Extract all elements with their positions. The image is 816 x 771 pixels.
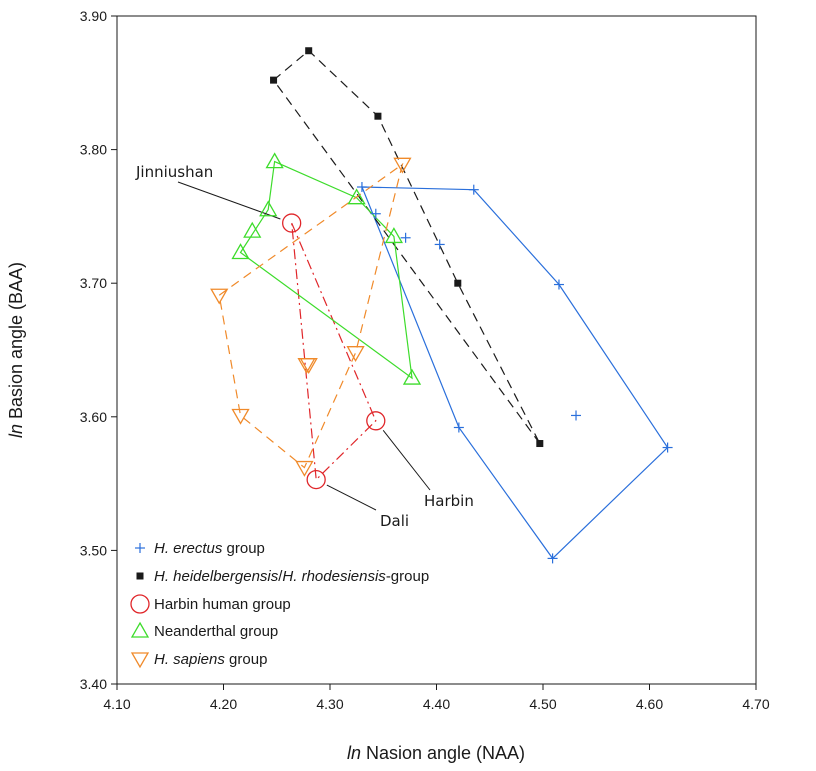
y-tick-label: 3.50	[80, 542, 107, 558]
annotation-dali: Dali	[380, 512, 409, 530]
point-sapiens	[393, 157, 412, 174]
point-heidelbergensis	[536, 440, 544, 448]
point-sapiens	[231, 408, 250, 425]
point-erectus	[662, 442, 673, 453]
point-sapiens	[210, 288, 229, 305]
point-heidelbergensis	[305, 47, 313, 55]
leader-dali	[326, 484, 377, 511]
y-tick-label: 3.70	[80, 275, 107, 291]
x-tick-label: 4.50	[529, 696, 556, 712]
hull-sapiens	[218, 162, 404, 469]
legend-marker-erectus	[135, 543, 145, 553]
point-heidelbergensis	[374, 112, 382, 120]
y-tick-label: 3.40	[80, 676, 107, 692]
annotation-jinniushan: Jinniushan	[135, 163, 213, 181]
axis-ticks: 4.10 4.20 4.30 4.40 4.50 4.60 4.70 3.40 3.50 3.60…	[80, 8, 770, 712]
point-sapiens	[346, 346, 365, 362]
point-erectus	[571, 410, 582, 421]
point-neanderthal	[243, 221, 262, 238]
point-neanderthal	[402, 368, 422, 385]
group-hulls	[218, 49, 669, 560]
point-heidelbergensis	[270, 76, 278, 84]
legend-label-sapiens: H. sapiens group	[154, 651, 267, 668]
x-tick-label: 4.70	[742, 696, 769, 712]
y-axis-label: ln Basion angle (BAA)	[6, 262, 26, 438]
y-tick-label: 3.90	[80, 8, 107, 24]
legend-label-harbin: Harbin human group	[154, 596, 291, 613]
legend-marker-harbin	[130, 594, 150, 614]
x-tick-label: 4.20	[210, 696, 237, 712]
hull-erectus	[361, 186, 669, 560]
y-tick-label: 3.80	[80, 142, 107, 158]
hull-neanderthal	[239, 160, 413, 380]
point-neanderthal	[231, 243, 250, 260]
point-harbin	[282, 213, 302, 233]
point-neanderthal	[347, 188, 366, 205]
point-erectus	[453, 422, 464, 433]
leader-jinniushan	[177, 181, 281, 220]
point-neanderthal	[265, 152, 284, 169]
y-tick-label: 3.60	[80, 409, 107, 425]
annotation-harbin: Harbin	[424, 492, 474, 510]
point-heidelbergensis	[454, 279, 462, 287]
x-tick-label: 4.10	[103, 696, 130, 712]
point-erectus	[547, 553, 558, 564]
legend-marker-sapiens	[130, 652, 150, 669]
point-harbin	[306, 469, 326, 490]
point-erectus	[400, 232, 411, 243]
legend-label-neanderthal: Neanderthal group	[154, 623, 278, 640]
point-neanderthal	[384, 227, 404, 244]
point-erectus	[468, 184, 479, 195]
hull-heidelbergensis-closing	[273, 79, 541, 444]
hull-harbin	[291, 222, 377, 481]
point-erectus	[434, 239, 445, 250]
legend-label-erectus: H. erectus group	[154, 540, 265, 557]
point-erectus	[553, 279, 564, 290]
point-erectus	[370, 208, 381, 219]
x-tick-label: 4.60	[636, 696, 663, 712]
leader-harbin	[382, 429, 431, 491]
legend-marker-heidelbergensis	[136, 572, 144, 580]
point-sapiens	[295, 460, 314, 477]
point-erectus	[356, 182, 367, 193]
x-tick-label: 4.30	[316, 696, 343, 712]
legend: H. erectus group H. heidelbergensis/H. r…	[130, 540, 429, 669]
point-harbin	[366, 411, 386, 431]
legend-marker-neanderthal	[130, 621, 150, 638]
annotation-leaders	[177, 181, 431, 511]
x-axis-label: ln Nasion angle (NAA)	[347, 743, 525, 763]
legend-label-heidelbergensis: H. heidelbergensis/H. rhodesiensis-group	[154, 568, 429, 585]
point-sapiens	[299, 358, 318, 375]
data-points	[210, 47, 673, 564]
point-neanderthal	[259, 200, 278, 217]
x-tick-label: 4.40	[423, 696, 450, 712]
